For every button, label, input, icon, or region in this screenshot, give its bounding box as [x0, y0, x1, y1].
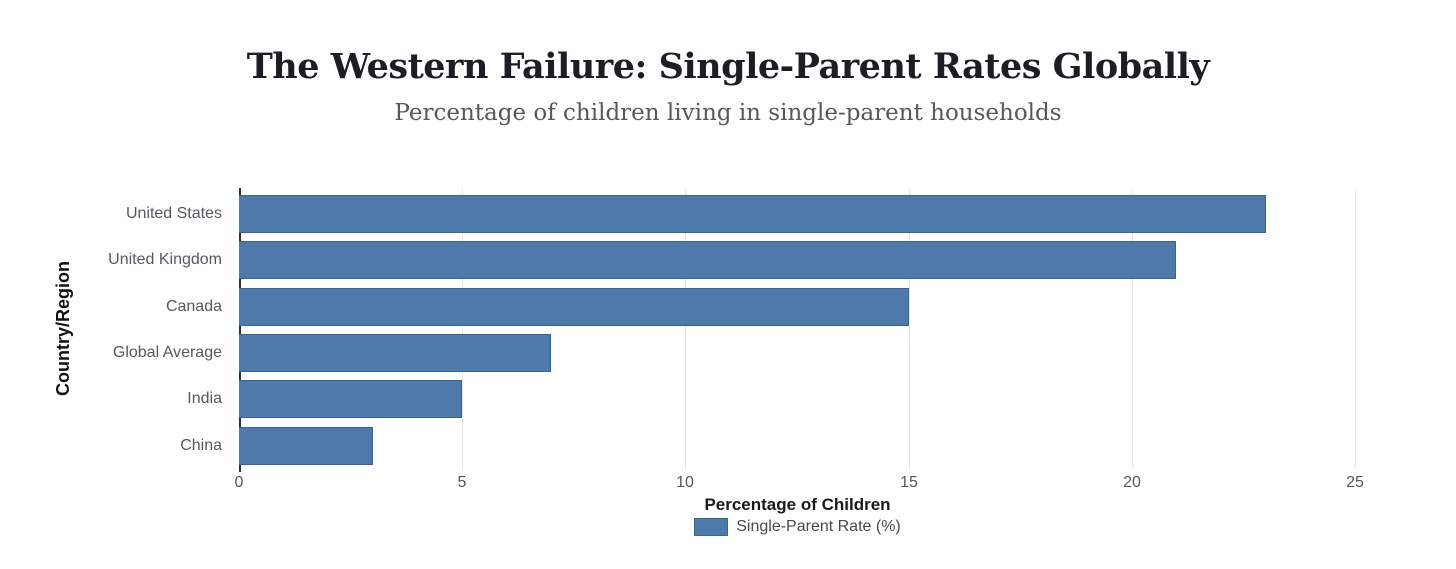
- y-label-canada: Canada: [165, 298, 222, 315]
- y-label-china: China: [180, 437, 222, 454]
- y-label-india: India: [187, 390, 222, 407]
- bar-canada: [239, 288, 909, 326]
- legend-swatch: [694, 518, 729, 536]
- gridline-x-5: [462, 188, 463, 469]
- x-axis-title: Percentage of Children: [704, 495, 891, 514]
- x-tick-label-15: 15: [900, 474, 918, 491]
- gridline-x-25: [1355, 188, 1356, 469]
- y-label-united-states: United States: [125, 205, 222, 222]
- y-label-united-kingdom: United Kingdom: [108, 251, 222, 268]
- gridline-x-20: [1132, 188, 1133, 469]
- x-tick-label-10: 10: [676, 474, 694, 491]
- x-tick-label-0: 0: [234, 474, 244, 491]
- bar-china: [239, 427, 373, 465]
- chart-title: The Western Failure: Single-Parent Rates…: [246, 46, 1210, 87]
- bar-global-average: [239, 334, 551, 372]
- gridline-x-15: [909, 188, 910, 469]
- gridline-x-10: [685, 188, 686, 469]
- x-tick-label-20: 20: [1123, 474, 1141, 491]
- bar-united-states: [239, 195, 1266, 233]
- plot-area: [239, 188, 1356, 472]
- bar-united-kingdom: [239, 241, 1176, 279]
- bar-india: [239, 380, 462, 418]
- y-axis-labels: United States United Kingdom Canada Global …: [0, 188, 226, 469]
- x-tick-label-5: 5: [457, 474, 467, 491]
- legend-label: Single-Parent Rate (%): [736, 518, 901, 535]
- legend: Single-Parent Rate (%): [239, 516, 1356, 538]
- y-label-global-average: Global Average: [112, 344, 222, 361]
- x-tick-label-25: 25: [1346, 474, 1364, 491]
- x-axis-ticks: 0 5 10 15 20 25: [235, 474, 1364, 494]
- y-axis-line: [239, 188, 241, 472]
- chart-subtitle: Percentage of children living in single-…: [394, 100, 1062, 126]
